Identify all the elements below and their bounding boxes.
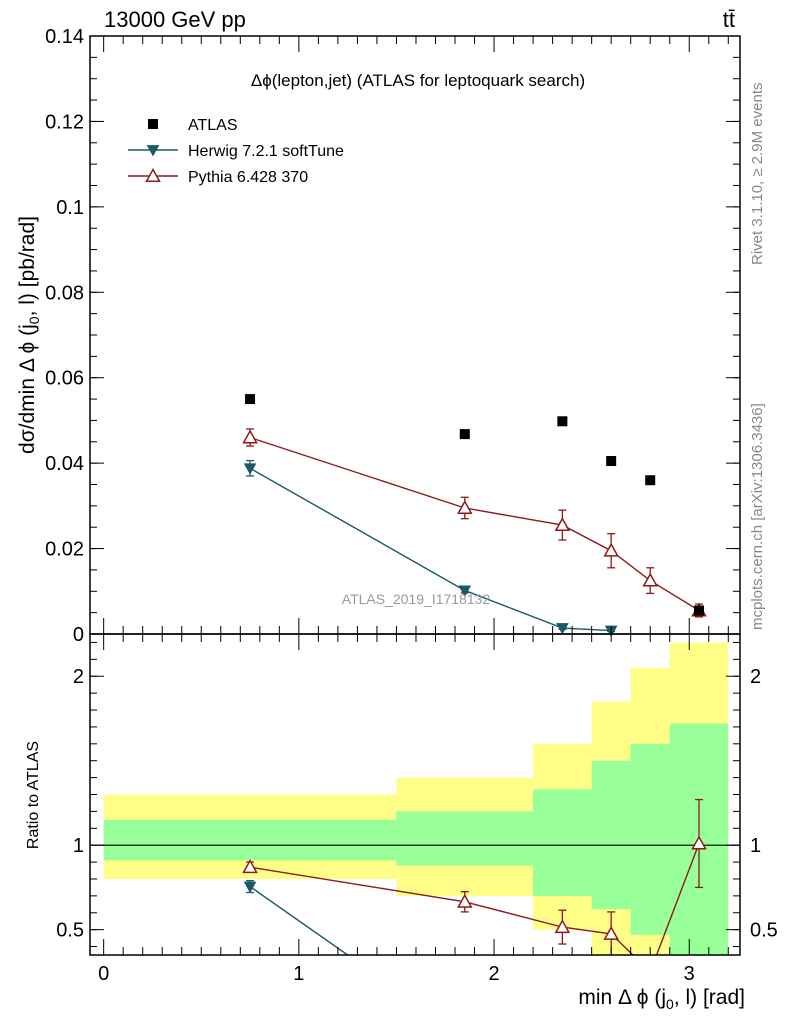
ratio-panel: 0.5 0.5 1 1 2 2 0 1 2 3 Ratio to ATLAS min Δ ϕ (… (25, 633, 778, 1012)
pythia-main-point (642, 572, 658, 587)
pythia-main-point (242, 429, 258, 444)
ratio-y-tick-label: 1 (73, 835, 84, 857)
y-tick-label: 0.1 (56, 197, 84, 219)
main-y-label: dσ/dmin Δ ϕ (j0, l) [pb/rad] (16, 216, 42, 454)
legend: ATLAS Herwig 7.2.1 softTune Pythia 6.428 3… (128, 117, 344, 186)
ratio-y-axis: 0.5 0.5 1 1 2 2 (56, 641, 778, 948)
ratio-y-label: Ratio to ATLAS (25, 741, 42, 849)
ratio-y-tick-label: 0.5 (56, 920, 84, 942)
main-panel: 0 0.02 0.04 0.06 0.08 0.1 0.12 0.14 Δϕ(lepton,j… (16, 26, 741, 646)
ratio-series (242, 798, 707, 955)
main-plot-area (242, 394, 707, 638)
inner-uncertainty-band (630, 743, 670, 935)
rivet-label: Rivet 3.1.10, ≥ 2.9M events (749, 83, 766, 266)
herwig-main-point (458, 585, 472, 597)
y-tick-label: 0.06 (45, 368, 84, 390)
atlas-data-point (459, 429, 470, 440)
y-tick-label: 0 (73, 624, 84, 646)
x-tick-label: 2 (488, 963, 499, 985)
y-tick-label: 0.08 (45, 282, 84, 304)
x-axis-label: min Δ ϕ (j0, l) [rad] (578, 986, 745, 1012)
energy-label: 13000 GeV pp (104, 7, 246, 32)
pythia-ratio-point (554, 919, 571, 934)
inner-uncertainty-band (533, 789, 592, 896)
main-x-axis (103, 36, 729, 634)
watermark: ATLAS_2019_I1718132 (342, 591, 491, 607)
x-tick-label: 3 (684, 963, 695, 985)
uncertainty-bands (90, 642, 740, 955)
atlas-data-point (645, 475, 656, 486)
legend-herwig-marker (146, 145, 160, 157)
ratio-y-tick-label-right: 1 (750, 835, 761, 857)
pythia-main-line (249, 436, 700, 612)
main-y-axis: 0 0.02 0.04 0.06 0.08 0.1 0.12 0.14 (45, 26, 740, 646)
pythia-ratio-point (691, 835, 707, 850)
herwig-ratio-line (249, 886, 349, 955)
legend-entry: ATLAS (188, 117, 238, 134)
chart-title: Δϕ(lepton,jet) (ATLAS for leptoquark sea… (251, 71, 585, 90)
ratio-y-tick-label-right: 0.5 (750, 920, 778, 942)
legend-entry: Herwig 7.2.1 softTune (188, 143, 344, 160)
legend-atlas-marker (148, 119, 158, 129)
inner-uncertainty-band (396, 811, 534, 866)
process-label: tt̄ (723, 7, 735, 32)
legend-pythia-marker (145, 167, 161, 182)
legend-entry: Pythia 6.428 370 (188, 169, 308, 186)
ratio-y-tick-label-right: 2 (750, 666, 761, 688)
pythia-main-point (554, 517, 571, 532)
ratio-x-axis: 0 1 2 3 (98, 634, 729, 985)
atlas-data-point (606, 456, 617, 467)
y-tick-label: 0.14 (45, 26, 84, 48)
herwig-main-line (249, 467, 612, 632)
pythia-ratio-point (457, 893, 473, 908)
pythia-ratio-line (249, 843, 700, 955)
pythia-main-point (457, 499, 473, 514)
x-tick-label: 1 (293, 963, 304, 985)
herwig-main-point (243, 463, 257, 475)
mcplots-label: mcplots.cern.ch [arXiv:1306.3436] (749, 403, 766, 630)
herwig-main-point (556, 623, 569, 635)
pythia-ratio-point (242, 859, 258, 874)
pythia-main-point (603, 542, 619, 557)
y-tick-label: 0.02 (45, 539, 84, 561)
x-tick-label: 0 (98, 963, 109, 985)
inner-uncertainty-band (103, 819, 397, 861)
y-tick-label: 0.04 (45, 453, 84, 475)
ratio-plot-area (242, 798, 707, 955)
inner-uncertainty-band (591, 760, 631, 910)
atlas-data-point (557, 416, 568, 427)
atlas-data-point (245, 394, 256, 405)
herwig-ratio-point (243, 881, 257, 894)
pythia-ratio-point (603, 925, 619, 940)
atlas-data-point (694, 605, 705, 616)
ratio-y-tick-label: 2 (73, 666, 84, 688)
y-tick-label: 0.12 (45, 111, 84, 133)
